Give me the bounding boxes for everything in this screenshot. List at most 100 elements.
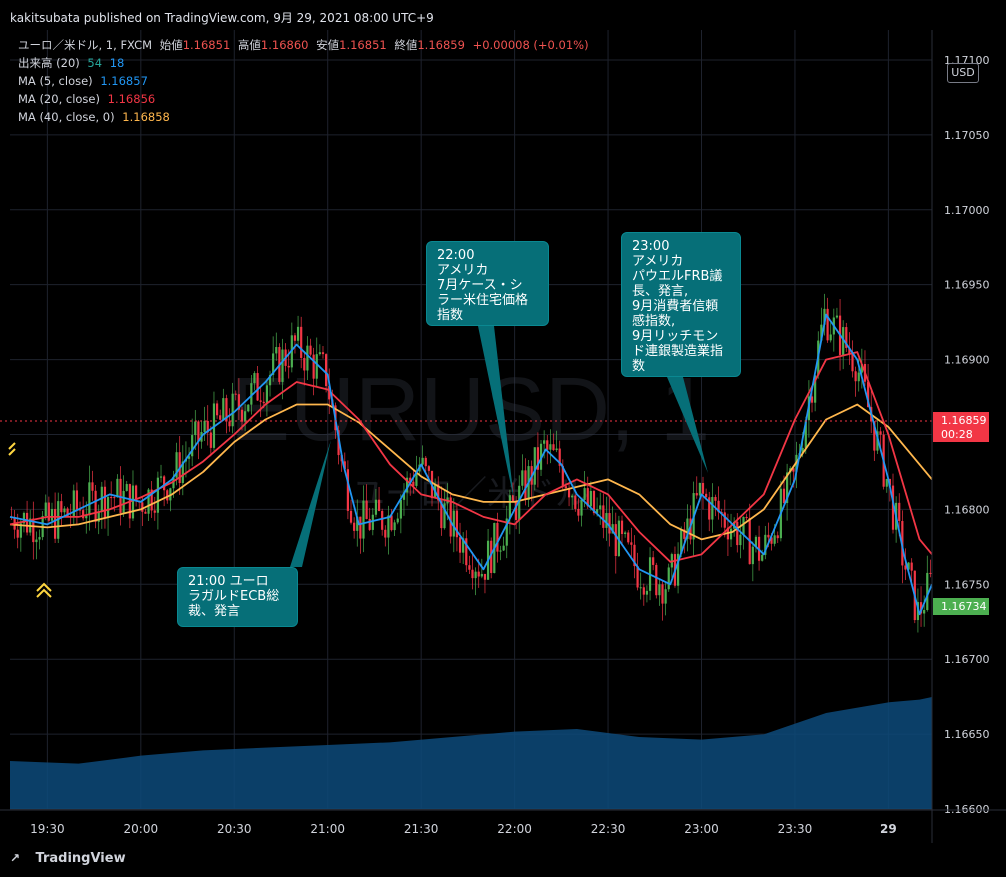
candle-body: [150, 489, 153, 511]
candle-body: [122, 490, 125, 513]
candle-body: [792, 468, 795, 472]
legend-change: +0.00008 (+0.01%): [472, 38, 589, 52]
chevron-up-icon: [36, 588, 52, 598]
candle-body: [312, 354, 315, 379]
candle-body: [605, 513, 608, 528]
x-tick-label: 29: [880, 822, 897, 836]
candle-body: [698, 482, 701, 496]
candle-body: [866, 381, 870, 408]
candle-body: [234, 393, 237, 395]
candle-body: [103, 486, 107, 519]
y-tick-label: 1.16800: [944, 503, 990, 516]
x-tick-label: 21:00: [310, 822, 345, 836]
candle-body: [586, 488, 589, 507]
candle-body: [287, 365, 290, 368]
candle-body: [368, 518, 371, 530]
x-tick-label: 19:30: [30, 822, 65, 836]
legend-ma20-value: 1.16856: [107, 92, 156, 106]
candle-body: [63, 508, 66, 513]
candle-body: [860, 363, 863, 373]
candle-body: [402, 492, 406, 500]
candle-body: [455, 510, 459, 538]
candle-body: [904, 565, 907, 570]
candle-body: [365, 500, 368, 519]
y-tick-label: 1.16950: [944, 279, 990, 292]
candle-body: [549, 444, 552, 450]
candle-body: [381, 510, 384, 530]
candle-body: [583, 488, 586, 500]
ma-line: [9, 313, 933, 616]
annotation-powell[interactable]: 23:00 アメリカ パウエルFRB議 長、発言, 9月消費者信頼 感指数, 9…: [621, 232, 741, 377]
candle-body: [88, 482, 91, 516]
candle-body: [661, 584, 664, 604]
candle-body: [574, 495, 577, 509]
candle-body: [515, 501, 518, 521]
annotation-case-shiller[interactable]: 22:00 アメリカ 7月ケース・シ ラー米住宅価格 指数: [426, 241, 549, 326]
candle-body: [533, 447, 536, 485]
candle-body: [655, 564, 658, 596]
candle-body: [558, 448, 561, 466]
candle-body: [384, 529, 387, 538]
candle-body: [614, 524, 617, 557]
candle-body: [680, 529, 683, 554]
x-tick-label: 23:00: [684, 822, 719, 836]
candle-body: [745, 516, 748, 519]
candle-body: [303, 357, 306, 371]
candle-body: [153, 510, 156, 513]
y-tick-label: 1.16700: [944, 653, 990, 666]
candle-body: [465, 538, 468, 566]
candle-body: [829, 334, 832, 341]
candle-body: [131, 485, 135, 519]
candle-body: [228, 421, 231, 427]
legend-ma40-label: MA (40, close, 0): [18, 110, 115, 124]
candle-body: [536, 447, 540, 470]
candle-body: [281, 349, 284, 382]
candle-body: [405, 477, 409, 493]
candle-body: [22, 512, 26, 524]
candle-body: [147, 489, 150, 514]
candle-body: [848, 347, 851, 354]
candle-body: [25, 512, 29, 533]
candle-body: [624, 532, 627, 534]
x-tick-label: 20:30: [217, 822, 252, 836]
x-tick-label: 22:30: [591, 822, 626, 836]
candle-body: [377, 499, 381, 511]
candle-body: [253, 373, 256, 384]
x-tick-label: 23:30: [778, 822, 813, 836]
currency-button[interactable]: USD: [947, 63, 979, 83]
candle-body: [191, 435, 194, 457]
candle-body: [873, 421, 876, 451]
legend-ma5: MA (5, close) 1.16857: [18, 72, 152, 90]
candle-body: [362, 500, 365, 539]
candle-body: [343, 461, 346, 470]
candle-body: [926, 572, 929, 611]
candle-body: [100, 486, 103, 512]
candle-body: [826, 308, 829, 341]
candle-body: [898, 502, 901, 521]
ma-line: [9, 351, 933, 563]
candle-body: [396, 518, 399, 523]
volume-layer: [10, 697, 932, 809]
legend-volume: 出来高 (20) 54 18: [18, 54, 128, 72]
annotation-ecb[interactable]: 21:00 ユーロ ラガルドECB総 裁、発言: [177, 567, 298, 627]
candle-body: [197, 421, 200, 442]
candle-body: [119, 478, 122, 513]
candle-body: [275, 347, 278, 354]
y-tick-label: 1.16650: [944, 728, 990, 741]
candle-body: [686, 518, 689, 539]
candle-body: [891, 485, 895, 530]
candle-body: [658, 584, 661, 596]
candle-body: [564, 486, 568, 488]
candle-body: [458, 537, 462, 553]
candle-body: [247, 404, 250, 412]
tradingview-logo[interactable]: ↗ TradingView: [10, 851, 126, 866]
legend-volume-v2: 18: [109, 56, 125, 70]
candle-body: [851, 353, 854, 372]
candle-body: [555, 448, 558, 451]
candle-body: [599, 505, 602, 510]
candle-body: [265, 385, 269, 404]
volume-area: [10, 697, 932, 809]
candle-body: [645, 590, 649, 595]
legend-close: 1.16859: [417, 38, 465, 52]
candle-body: [231, 393, 234, 427]
